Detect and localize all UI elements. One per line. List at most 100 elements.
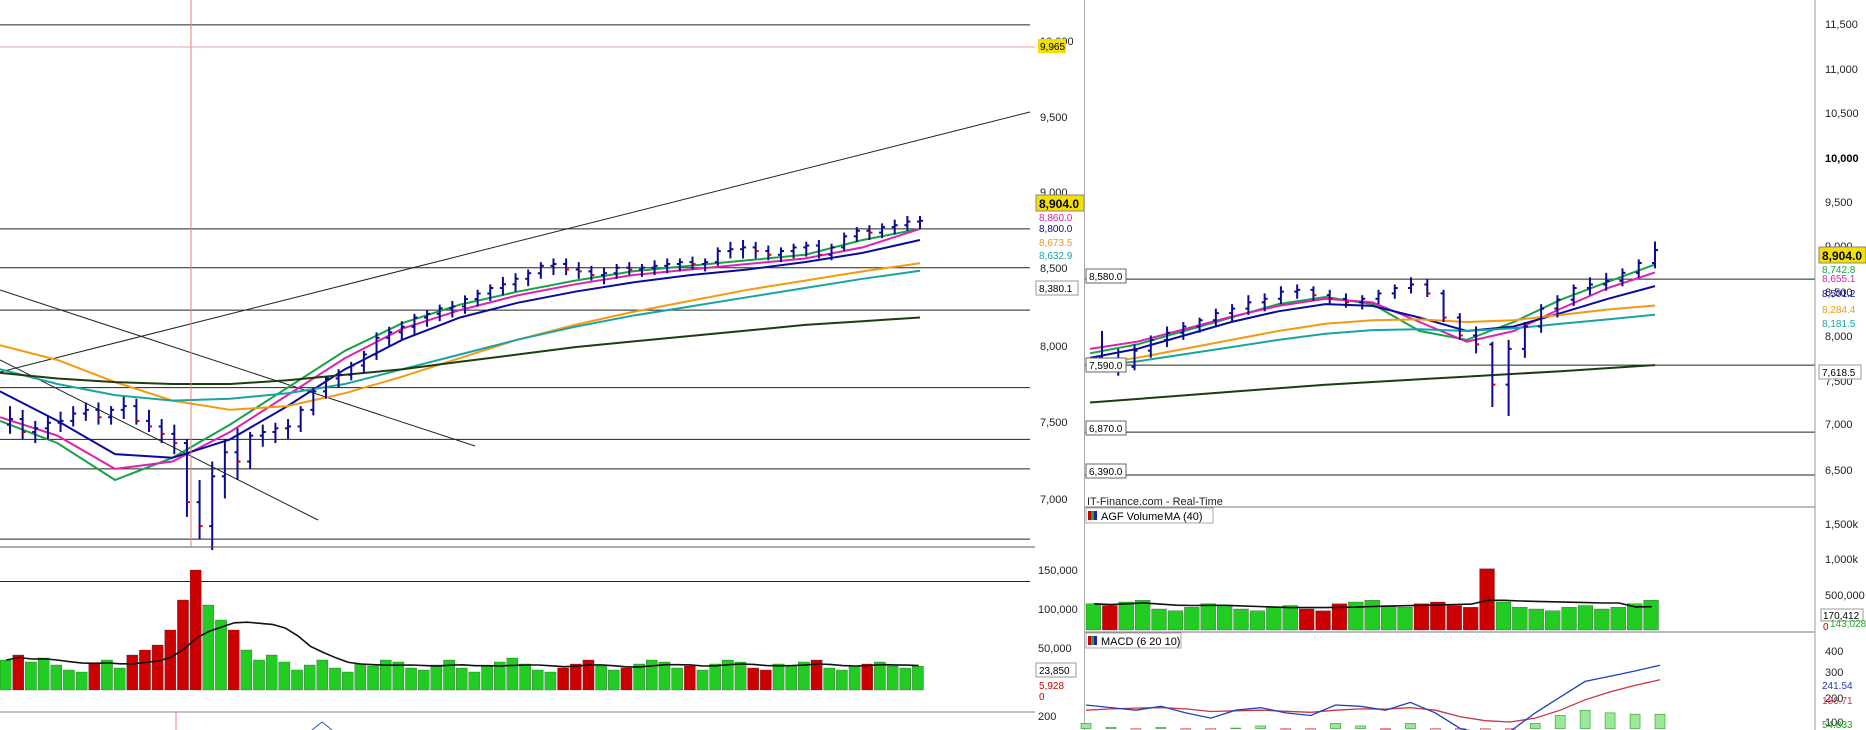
macd-legend-swatch-red <box>1088 636 1091 645</box>
left-ma-tag: 8,800.0 <box>1039 224 1073 235</box>
volume-bar <box>0 659 12 691</box>
right-volume-axis-label: 1,500k <box>1825 519 1859 531</box>
volume-bar <box>202 604 215 691</box>
volume-bar <box>354 663 367 691</box>
volume-bar <box>747 667 759 691</box>
volume-bar <box>760 669 772 691</box>
volume-bar <box>912 666 924 691</box>
macd-legend-swatch-green <box>1091 636 1094 645</box>
right-price-axis[interactable]: 11,500 11,000 10,500 10,000 9,500 9,000 … <box>1814 0 1866 730</box>
volume-bar <box>177 599 189 691</box>
volume-bar <box>494 661 506 691</box>
right-axis-label: 8,500 <box>1825 287 1853 299</box>
volume-bar <box>886 665 899 691</box>
volume-bar <box>848 665 861 691</box>
left-volume-tag-bg <box>1035 662 1077 678</box>
volume-bar <box>1249 610 1266 631</box>
macd-histogram-bar <box>1504 728 1516 730</box>
macd-histogram-bar <box>1405 723 1416 729</box>
volume-legend-swatch-blue <box>1094 511 1097 520</box>
volume-bar <box>1528 608 1544 631</box>
macd-histogram-bar <box>1330 723 1341 729</box>
right-axis-label: 8,000 <box>1825 331 1853 343</box>
left-macd-axis-label: 200 <box>1038 711 1056 723</box>
left-volume-axis-label: 50,000 <box>1038 643 1072 655</box>
volume-bar <box>1364 600 1380 631</box>
right-current-price-tag: 8,904.0 <box>1822 249 1862 263</box>
right-level-tag-bg <box>1085 463 1127 479</box>
right-macd-axis-label: 400 <box>1825 646 1843 658</box>
macd-histogram-bar <box>1305 728 1316 730</box>
right-level-tag: 7,590.0 <box>1089 361 1123 372</box>
moving-average-line <box>0 227 921 482</box>
volume-bar <box>1118 601 1134 631</box>
volume-bar <box>671 667 683 691</box>
volume-bar <box>1266 607 1282 631</box>
volume-bar <box>1643 600 1659 631</box>
right-macd-tag: 241.54 <box>1822 681 1853 692</box>
volume-bar <box>151 644 164 691</box>
volume-bar <box>595 665 607 691</box>
left-chart-panel[interactable]: 10,000 9,500 9,000 8,500 8,000 7,500 7,0… <box>0 0 1085 730</box>
right-volume-axis-label: 500,000 <box>1825 590 1865 602</box>
volume-bar <box>785 665 797 691</box>
volume-bar <box>25 661 37 691</box>
moving-average-line <box>1089 364 1656 404</box>
macd-histogram-bar <box>1155 726 1167 729</box>
volume-bar <box>1151 608 1167 631</box>
right-volume-tag: 170,412 <box>1823 611 1860 622</box>
right-level-tag-bg <box>1085 420 1127 436</box>
macd-pane-title[interactable]: MACD (6 20 10) <box>1085 632 1182 649</box>
right-macd-tag: 54.833 <box>1822 720 1853 730</box>
right-ma-tag: 8,655.1 <box>1822 274 1856 285</box>
right-level-tag-right-bg <box>1818 364 1862 380</box>
volume-pane-title[interactable]: AGF Volume MA (40) <box>1085 507 1214 524</box>
left-price-axis[interactable]: 10,000 9,500 9,000 8,500 8,000 7,500 7,0… <box>1035 36 1085 723</box>
volume-bar <box>544 671 557 691</box>
right-axis-label: 10,000 <box>1825 153 1859 165</box>
left-volume-axis-label: 150,000 <box>1038 565 1078 577</box>
right-ma-tag: 8,501.2 <box>1822 289 1856 300</box>
volume-bar <box>684 665 696 691</box>
macd-signal-line <box>1085 679 1661 723</box>
volume-bar <box>1200 603 1216 631</box>
volume-bar <box>582 659 595 691</box>
volume-bar <box>189 569 202 691</box>
right-macd-axis-label: 100 <box>1825 717 1843 729</box>
volume-bar <box>37 657 50 691</box>
macd-histogram-bar <box>1105 726 1117 729</box>
moving-average-line <box>0 227 921 470</box>
volume-moving-average <box>6 621 919 668</box>
volume-bar <box>1217 605 1233 631</box>
right-chart-panel[interactable]: 8,580.0 7,590.0 6,870.0 6,390.0 IT-Finan… <box>1080 0 1866 730</box>
volume-bar <box>1299 608 1315 631</box>
volume-legend-swatch-green <box>1091 511 1094 520</box>
volume-bar <box>139 649 151 691</box>
right-level-tag-bg <box>1085 357 1127 373</box>
volume-bar <box>1233 608 1249 631</box>
volume-bar <box>1463 607 1479 631</box>
macd-histogram-bar <box>1654 713 1666 729</box>
volume-bar <box>1479 568 1495 631</box>
volume-bar <box>1397 607 1413 631</box>
right-ma-tag: 8,284.4 <box>1822 305 1856 316</box>
volume-bar <box>823 667 835 691</box>
volume-bar <box>836 669 848 691</box>
volume-bar <box>392 661 405 691</box>
right-volume-tag-bg <box>1820 608 1864 622</box>
right-ma-tag: 8,181.5 <box>1822 319 1856 330</box>
volume-bar <box>1282 605 1298 631</box>
volume-bar <box>709 663 721 691</box>
right-axis-label: 10,500 <box>1825 108 1859 120</box>
volume-bar <box>1627 603 1643 631</box>
macd-histogram-bar <box>1480 728 1491 730</box>
crosshair-price-tag: 9,965 <box>1040 42 1065 53</box>
volume-bar <box>367 665 379 691</box>
volume-bar <box>1594 608 1610 631</box>
left-volume-axis-label: 100,000 <box>1038 604 1078 616</box>
volume-bar <box>570 663 582 691</box>
right-macd <box>1080 664 1666 730</box>
volume-bar <box>240 649 253 691</box>
right-macd-axis-label: 300 <box>1825 667 1843 679</box>
